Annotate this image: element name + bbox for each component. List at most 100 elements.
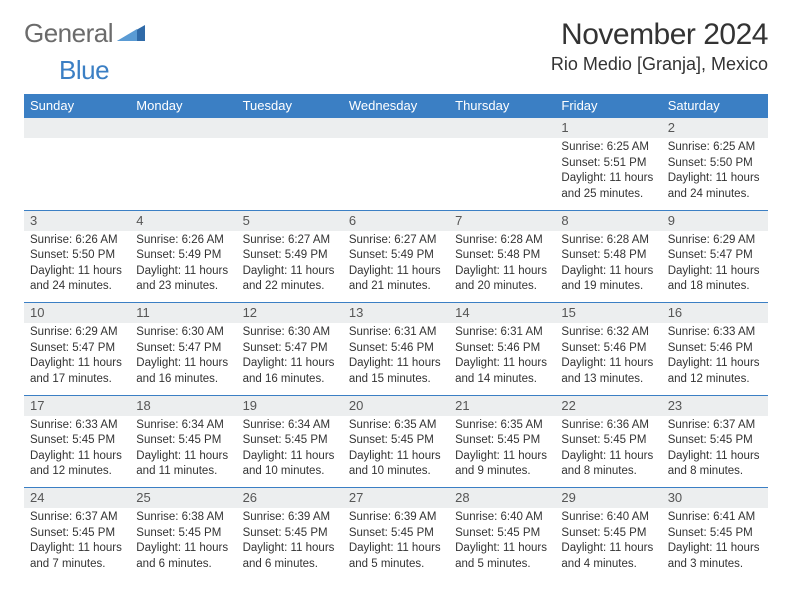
daylight-text: Daylight: 11 hours and 16 minutes. [243, 356, 337, 387]
calendar-cell: Sunrise: 6:36 AMSunset: 5:45 PMDaylight:… [555, 416, 661, 488]
daylight-text: Daylight: 11 hours and 14 minutes. [455, 356, 549, 387]
calendar-cell: Sunrise: 6:39 AMSunset: 5:45 PMDaylight:… [237, 508, 343, 580]
day-number: 5 [237, 211, 343, 231]
day-number: 24 [24, 488, 130, 508]
daylight-text: Daylight: 11 hours and 7 minutes. [30, 541, 124, 572]
sunset-text: Sunset: 5:45 PM [30, 433, 124, 449]
day-number [449, 118, 555, 138]
daylight-text: Daylight: 11 hours and 5 minutes. [349, 541, 443, 572]
sunset-text: Sunset: 5:48 PM [455, 248, 549, 264]
day-number: 30 [662, 488, 768, 508]
sunset-text: Sunset: 5:45 PM [349, 526, 443, 542]
calendar-cell: Sunrise: 6:28 AMSunset: 5:48 PMDaylight:… [555, 231, 661, 303]
day-header: Thursday [449, 94, 555, 118]
calendar-cell: Sunrise: 6:32 AMSunset: 5:46 PMDaylight:… [555, 323, 661, 395]
sunset-text: Sunset: 5:45 PM [243, 433, 337, 449]
daylight-text: Daylight: 11 hours and 9 minutes. [455, 449, 549, 480]
daylight-text: Daylight: 11 hours and 15 minutes. [349, 356, 443, 387]
sunrise-text: Sunrise: 6:34 AM [243, 418, 337, 434]
day-header: Wednesday [343, 94, 449, 118]
daylight-text: Daylight: 11 hours and 6 minutes. [243, 541, 337, 572]
day-number: 20 [343, 396, 449, 416]
calendar-cell [237, 138, 343, 210]
sunrise-text: Sunrise: 6:28 AM [561, 233, 655, 249]
day-number: 19 [237, 396, 343, 416]
daylight-text: Daylight: 11 hours and 8 minutes. [668, 449, 762, 480]
sunrise-text: Sunrise: 6:33 AM [668, 325, 762, 341]
calendar-cell: Sunrise: 6:39 AMSunset: 5:45 PMDaylight:… [343, 508, 449, 580]
day-number: 22 [555, 396, 661, 416]
day-number: 2 [662, 118, 768, 138]
day-number: 27 [343, 488, 449, 508]
day-number: 11 [130, 303, 236, 323]
day-number: 15 [555, 303, 661, 323]
daylight-text: Daylight: 11 hours and 6 minutes. [136, 541, 230, 572]
sunset-text: Sunset: 5:49 PM [136, 248, 230, 264]
sunset-text: Sunset: 5:46 PM [349, 341, 443, 357]
day-number: 28 [449, 488, 555, 508]
logo: General [24, 18, 149, 49]
calendar-cell: Sunrise: 6:33 AMSunset: 5:45 PMDaylight:… [24, 416, 130, 488]
daylight-text: Daylight: 11 hours and 18 minutes. [668, 264, 762, 295]
sunset-text: Sunset: 5:45 PM [668, 433, 762, 449]
day-number: 4 [130, 211, 236, 231]
calendar-cell [449, 138, 555, 210]
sunset-text: Sunset: 5:46 PM [561, 341, 655, 357]
sunset-text: Sunset: 5:45 PM [349, 433, 443, 449]
calendar-cell: Sunrise: 6:37 AMSunset: 5:45 PMDaylight:… [662, 416, 768, 488]
calendar-cell: Sunrise: 6:26 AMSunset: 5:49 PMDaylight:… [130, 231, 236, 303]
sunset-text: Sunset: 5:51 PM [561, 156, 655, 172]
daylight-text: Daylight: 11 hours and 20 minutes. [455, 264, 549, 295]
day-number: 13 [343, 303, 449, 323]
calendar-body: 12Sunrise: 6:25 AMSunset: 5:51 PMDayligh… [24, 118, 768, 581]
day-number: 23 [662, 396, 768, 416]
sunrise-text: Sunrise: 6:26 AM [30, 233, 124, 249]
day-number: 12 [237, 303, 343, 323]
calendar-cell: Sunrise: 6:34 AMSunset: 5:45 PMDaylight:… [237, 416, 343, 488]
calendar-cell: Sunrise: 6:38 AMSunset: 5:45 PMDaylight:… [130, 508, 236, 580]
sunrise-text: Sunrise: 6:41 AM [668, 510, 762, 526]
day-number [130, 118, 236, 138]
daylight-text: Daylight: 11 hours and 12 minutes. [668, 356, 762, 387]
daylight-text: Daylight: 11 hours and 13 minutes. [561, 356, 655, 387]
calendar-cell: Sunrise: 6:27 AMSunset: 5:49 PMDaylight:… [237, 231, 343, 303]
daylight-text: Daylight: 11 hours and 24 minutes. [668, 171, 762, 202]
calendar-table: SundayMondayTuesdayWednesdayThursdayFrid… [24, 94, 768, 580]
daylight-text: Daylight: 11 hours and 5 minutes. [455, 541, 549, 572]
sunrise-text: Sunrise: 6:30 AM [243, 325, 337, 341]
calendar-cell: Sunrise: 6:27 AMSunset: 5:49 PMDaylight:… [343, 231, 449, 303]
sunset-text: Sunset: 5:45 PM [455, 526, 549, 542]
sunrise-text: Sunrise: 6:37 AM [668, 418, 762, 434]
sunrise-text: Sunrise: 6:25 AM [561, 140, 655, 156]
sunset-text: Sunset: 5:47 PM [30, 341, 124, 357]
calendar-page: General November 2024 Rio Medio [Granja]… [0, 0, 792, 580]
sunrise-text: Sunrise: 6:25 AM [668, 140, 762, 156]
day-number: 6 [343, 211, 449, 231]
day-number: 25 [130, 488, 236, 508]
day-number: 14 [449, 303, 555, 323]
title-block: November 2024 Rio Medio [Granja], Mexico [551, 18, 768, 75]
sunrise-text: Sunrise: 6:34 AM [136, 418, 230, 434]
daylight-text: Daylight: 11 hours and 10 minutes. [349, 449, 443, 480]
logo-text-general: General [24, 18, 113, 49]
sunset-text: Sunset: 5:50 PM [668, 156, 762, 172]
calendar-cell: Sunrise: 6:31 AMSunset: 5:46 PMDaylight:… [343, 323, 449, 395]
calendar-cell: Sunrise: 6:31 AMSunset: 5:46 PMDaylight:… [449, 323, 555, 395]
sunrise-text: Sunrise: 6:31 AM [349, 325, 443, 341]
calendar-cell: Sunrise: 6:35 AMSunset: 5:45 PMDaylight:… [449, 416, 555, 488]
daylight-text: Daylight: 11 hours and 8 minutes. [561, 449, 655, 480]
sunset-text: Sunset: 5:48 PM [561, 248, 655, 264]
day-number [343, 118, 449, 138]
calendar-cell [24, 138, 130, 210]
sunrise-text: Sunrise: 6:29 AM [30, 325, 124, 341]
day-number [237, 118, 343, 138]
calendar-header: SundayMondayTuesdayWednesdayThursdayFrid… [24, 94, 768, 118]
daylight-text: Daylight: 11 hours and 21 minutes. [349, 264, 443, 295]
calendar-cell: Sunrise: 6:33 AMSunset: 5:46 PMDaylight:… [662, 323, 768, 395]
day-number: 3 [24, 211, 130, 231]
sunrise-text: Sunrise: 6:35 AM [349, 418, 443, 434]
sunset-text: Sunset: 5:47 PM [136, 341, 230, 357]
sunset-text: Sunset: 5:45 PM [668, 526, 762, 542]
calendar-cell: Sunrise: 6:25 AMSunset: 5:51 PMDaylight:… [555, 138, 661, 210]
sunset-text: Sunset: 5:45 PM [243, 526, 337, 542]
